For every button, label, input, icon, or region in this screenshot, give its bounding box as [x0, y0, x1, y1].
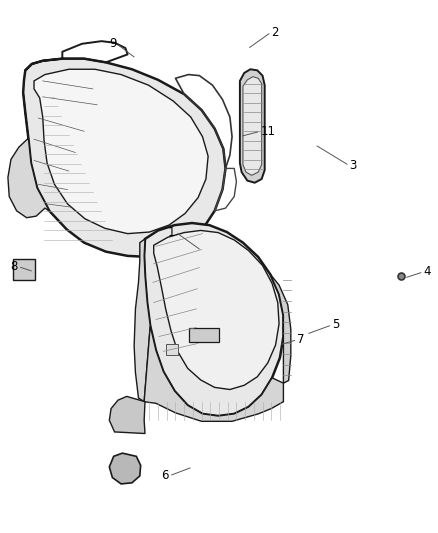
Polygon shape — [110, 453, 141, 484]
Text: 7: 7 — [297, 333, 305, 346]
Polygon shape — [154, 230, 279, 390]
Text: 11: 11 — [260, 125, 276, 138]
FancyBboxPatch shape — [13, 259, 35, 280]
Polygon shape — [240, 69, 265, 183]
Text: 6: 6 — [162, 470, 169, 482]
Polygon shape — [144, 326, 283, 421]
Polygon shape — [270, 274, 291, 383]
Text: 8: 8 — [11, 260, 18, 273]
Polygon shape — [110, 397, 145, 433]
Text: 1: 1 — [168, 225, 176, 239]
Polygon shape — [243, 77, 261, 175]
Text: 3: 3 — [350, 159, 357, 172]
Text: 4: 4 — [424, 265, 431, 278]
Polygon shape — [8, 93, 49, 217]
Text: 5: 5 — [332, 318, 339, 332]
FancyBboxPatch shape — [166, 344, 178, 355]
Text: 9: 9 — [109, 37, 117, 50]
FancyBboxPatch shape — [188, 328, 219, 342]
Polygon shape — [134, 239, 150, 402]
Polygon shape — [144, 223, 283, 416]
Polygon shape — [34, 69, 208, 233]
Text: 2: 2 — [271, 26, 279, 38]
Polygon shape — [23, 59, 226, 257]
